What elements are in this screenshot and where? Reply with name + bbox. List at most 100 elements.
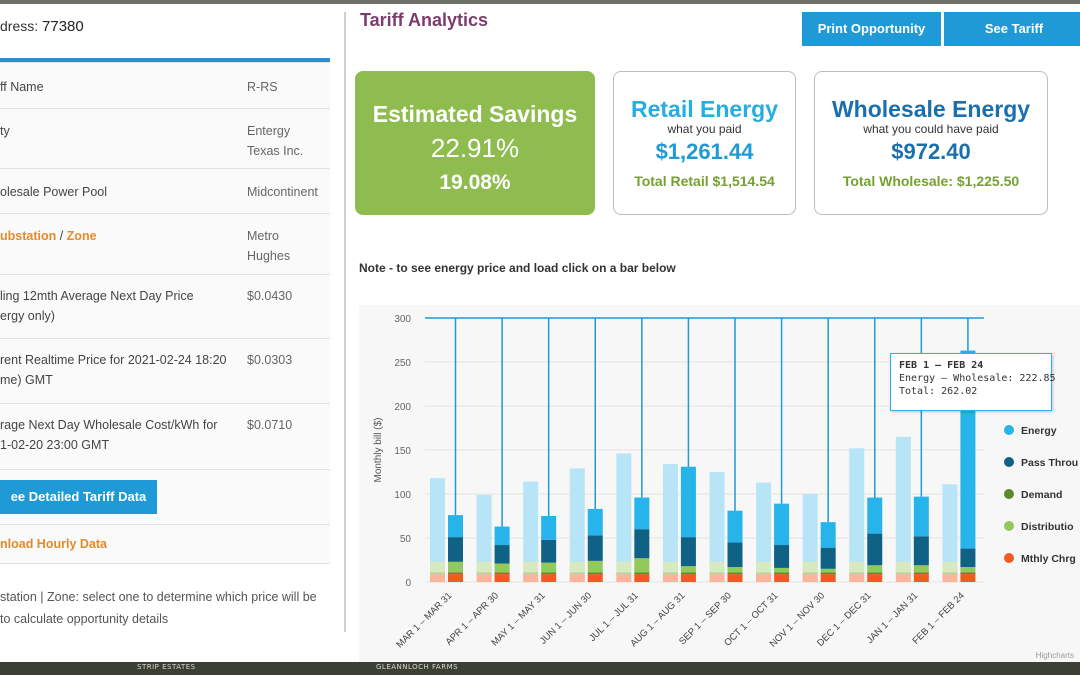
- substation-link[interactable]: ubstation: [0, 229, 57, 243]
- wholesale-bar-pass_through: [587, 535, 603, 561]
- row-label: ubstation / Zone: [0, 229, 97, 243]
- legend-marker: [1004, 457, 1014, 467]
- map-background-strip: STRIP ESTATES GLEANNLOCH FARMS: [0, 662, 1080, 675]
- wholesale-bar-energy: [494, 526, 510, 546]
- see-detailed-tariff-button[interactable]: ee Detailed Tariff Data: [0, 480, 157, 514]
- wholesale-bar-distribution: [587, 560, 603, 573]
- retail-bar-segment: [802, 572, 818, 575]
- retail-bar-segment: [476, 561, 492, 573]
- wholesale-heading: Wholesale Energy: [831, 96, 1031, 122]
- wholesale-bar-distribution: [541, 562, 557, 573]
- row-value: $0.0430: [247, 289, 293, 303]
- wholesale-bar-mthly_chrg: [541, 574, 557, 582]
- retail-bar-segment: [895, 561, 911, 573]
- wholesale-bar-pass_through: [680, 537, 696, 567]
- retail-bar-segment: [756, 561, 772, 573]
- retail-bar-segment: [802, 561, 818, 573]
- wholesale-bar-energy: [820, 522, 836, 548]
- column-divider: [344, 12, 346, 632]
- y-tick-label: 150: [394, 446, 411, 457]
- download-hourly-link[interactable]: nload Hourly Data: [0, 537, 107, 551]
- retail-energy-card: Retail Energy what you paid $1,261.44 To…: [613, 71, 796, 215]
- retail-bar-segment: [895, 572, 911, 575]
- wholesale-bar-distribution: [774, 567, 790, 573]
- row-next-day-cost: rage Next Day Wholesale Cost/kWh for 1-0…: [0, 403, 330, 468]
- wholesale-bar-demand: [587, 572, 603, 575]
- retail-bar-segment: [616, 572, 632, 575]
- wholesale-sub: what you could have paid: [863, 122, 999, 136]
- row-12mth-average: ling 12mth Average Next Day Price ergy o…: [0, 274, 330, 338]
- row-label: olesale Power Pool: [0, 185, 108, 199]
- wholesale-bar-energy: [634, 497, 650, 530]
- download-row: nload Hourly Data: [0, 524, 330, 564]
- print-opportunity-button[interactable]: Print Opportunity: [802, 12, 941, 46]
- retail-bar: [569, 468, 585, 582]
- retail-bar-segment: [616, 561, 632, 573]
- wholesale-bar-distribution: [727, 567, 743, 573]
- wholesale-bar-demand: [774, 572, 790, 575]
- chart-note: Note - to see energy price and load clic…: [359, 261, 676, 275]
- retail-bar-segment: [430, 561, 445, 573]
- row-value-line2: Texas Inc.: [247, 144, 304, 158]
- wholesale-bar-mthly_chrg: [727, 574, 743, 582]
- retail-total: Total Retail $1,514.54: [634, 173, 775, 189]
- wholesale-bar-distribution: [913, 565, 929, 573]
- wholesale-bar-mthly_chrg: [634, 574, 650, 582]
- wholesale-bar-mthly_chrg: [867, 574, 883, 582]
- wholesale-bar-demand: [541, 572, 557, 575]
- wholesale-bar-distribution: [634, 558, 650, 573]
- retail-bar: [662, 464, 678, 582]
- y-tick-label: 100: [394, 490, 411, 501]
- row-value: $0.0303: [247, 353, 293, 367]
- zone-link[interactable]: Zone: [66, 229, 97, 243]
- row-value-line2: Hughes: [247, 249, 291, 263]
- legend-label: Pass Throu: [1021, 457, 1078, 469]
- tooltip-line1: Energy – Wholesale: 222.85: [899, 373, 1056, 384]
- tariff-panel: dress: 77380 ff Name R-RS ty Entergy Tex…: [0, 4, 1080, 662]
- wholesale-bar-energy: [587, 508, 603, 536]
- tooltip-line2: Total: 262.02: [899, 386, 978, 397]
- section-rule: [0, 58, 330, 62]
- wholesale-bar-mthly_chrg: [448, 574, 463, 582]
- retail-bar: [709, 472, 725, 582]
- legend-marker: [1004, 553, 1014, 563]
- note-line2: to calculate opportunity details: [0, 612, 169, 626]
- wholesale-bar-mthly_chrg: [774, 574, 790, 582]
- row-label: ty: [0, 124, 10, 138]
- wholesale-bar-mthly_chrg: [960, 574, 976, 582]
- y-tick-label: 300: [394, 314, 411, 325]
- wholesale-bar-demand: [634, 572, 650, 575]
- row-value: Midcontinent: [247, 185, 318, 199]
- retail-bar-segment: [523, 561, 539, 573]
- wholesale-bar-pass_through: [448, 537, 463, 562]
- retail-bar-segment: [942, 574, 958, 582]
- map-label-strip-estates: STRIP ESTATES: [137, 663, 196, 671]
- wholesale-total: Total Wholesale: $1,225.50: [842, 173, 1020, 189]
- wholesale-bar-distribution: [494, 563, 510, 573]
- wholesale-bar-demand: [680, 572, 696, 575]
- row-realtime-price: rent Realtime Price for 2021-02-24 18:20…: [0, 338, 330, 403]
- tooltip-range: FEB 1 – FEB 24: [899, 360, 984, 371]
- retail-bar: [616, 453, 632, 582]
- chart-tooltip: FEB 1 – FEB 24 Energy – Wholesale: 222.8…: [890, 353, 1056, 411]
- wholesale-bar-mthly_chrg: [820, 574, 836, 582]
- retail-bar-segment: [523, 572, 539, 575]
- retail-sub: what you paid: [667, 122, 742, 136]
- row-label-line2: me) GMT: [0, 373, 53, 387]
- y-axis-title: Monthly bill ($): [373, 417, 384, 482]
- see-tariff-button[interactable]: See Tariff: [944, 12, 1080, 46]
- retail-bar-segment: [476, 574, 492, 582]
- wholesale-bar-demand: [820, 572, 836, 575]
- substation-zone-note: station | Zone: select one to determine …: [0, 586, 325, 630]
- row-value-line1: Entergy: [247, 124, 291, 138]
- retail-bar-segment: [569, 561, 585, 573]
- wholesale-bar-pass_through: [913, 536, 929, 566]
- wholesale-bar-mthly_chrg: [494, 574, 510, 582]
- retail-bar-segment: [849, 572, 865, 575]
- wholesale-bar-demand: [913, 572, 929, 575]
- wholesale-bar-pass_through: [541, 539, 557, 563]
- row-value: $0.0710: [247, 418, 293, 432]
- wholesale-bar-demand: [727, 572, 743, 575]
- row-utility: ty Entergy Texas Inc.: [0, 108, 330, 168]
- retail-bar-segment: [569, 572, 585, 575]
